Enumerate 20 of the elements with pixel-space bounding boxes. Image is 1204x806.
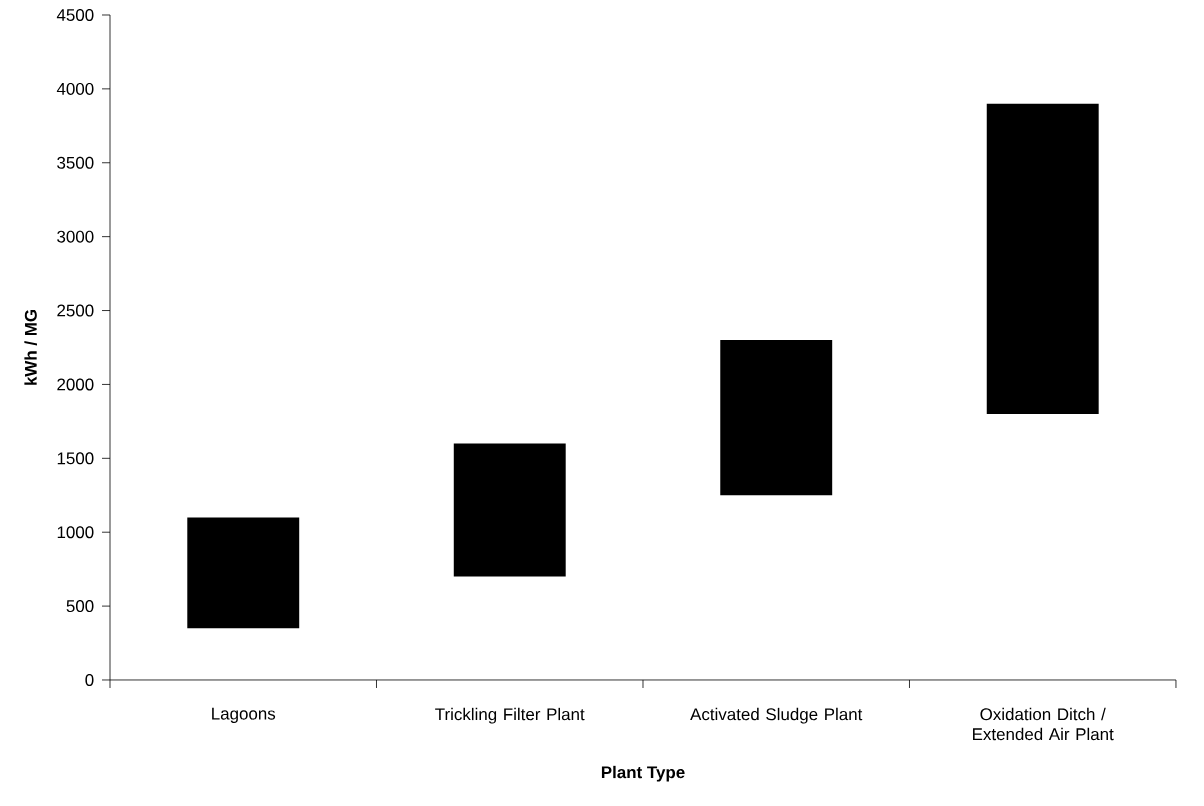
y-tick-label: 1500: [57, 452, 94, 465]
bar: [720, 340, 833, 496]
x-tick-label: Oxidation Ditch / Extended Air Plant: [973, 707, 1114, 741]
y-tick-label: 1000: [57, 526, 94, 539]
x-tick-label: Activated Sludge Plant: [690, 707, 863, 724]
bar: [453, 443, 566, 577]
y-tick-label: 2000: [57, 378, 94, 391]
y-tick-label: 3000: [57, 230, 94, 243]
x-axis-title: Plant Type: [601, 765, 685, 782]
y-tick-label: 4500: [56, 8, 94, 21]
bar: [986, 103, 1099, 414]
x-tick-label: Lagoons: [212, 707, 276, 723]
bar: [187, 517, 300, 629]
y-tick-label: 4000: [56, 82, 94, 95]
y-tick-label: 0: [85, 673, 94, 686]
y-tick-label: 500: [66, 600, 94, 613]
y-tick-label: 3500: [57, 156, 94, 169]
y-tick-label: 2500: [57, 304, 94, 317]
y-axis-title: kWh / MG: [24, 309, 37, 385]
x-tick-label: Trickling Filter Plant: [435, 707, 585, 724]
